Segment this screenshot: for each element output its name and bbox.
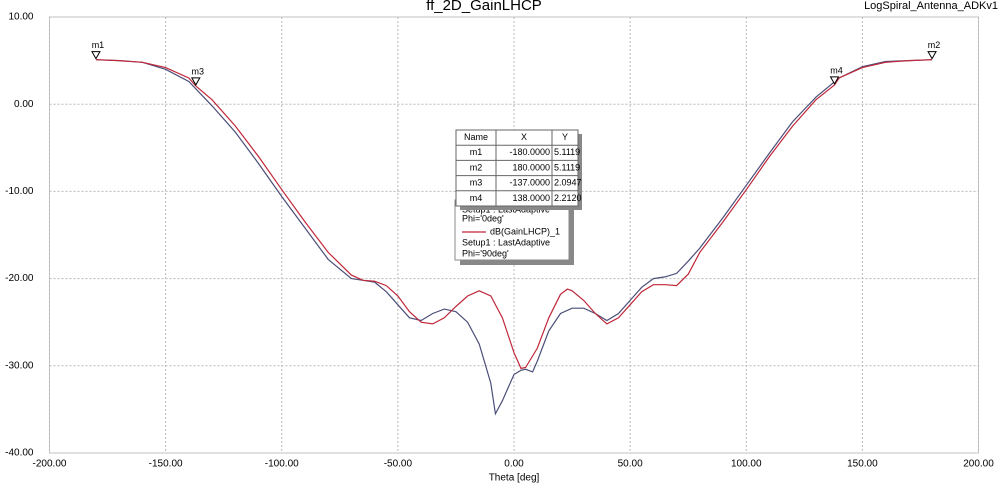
table-header: X (521, 132, 527, 142)
marker (91, 51, 101, 60)
table-cell: 5.1119 (554, 147, 580, 157)
y-tick-label: -10.00 (5, 186, 34, 197)
table-cell: m4 (470, 193, 483, 203)
y-tick-label: 0.00 (14, 99, 34, 110)
marker-label: m4 (830, 65, 843, 75)
table-cell: m2 (470, 162, 483, 172)
x-axis-label: Theta [deg] (489, 473, 540, 484)
marker (190, 77, 201, 86)
y-tick-label: -20.00 (5, 273, 34, 284)
legend-name: dB(GainLHCP)_1 (490, 226, 560, 236)
marker-label: m2 (928, 40, 941, 50)
design-name: LogSpiral_Antenna_ADKv1 (864, 0, 998, 12)
table-cell: -137.0000 (509, 178, 550, 188)
table-cell: 138.0000 (512, 193, 550, 203)
table-cell: m1 (470, 147, 483, 157)
table-cell: 2.2120 (554, 193, 582, 203)
marker-label: m3 (192, 66, 205, 76)
x-tick-label: 0.00 (504, 459, 524, 470)
marker-label: m1 (92, 40, 105, 50)
legend-phi: Phi='0deg' (462, 213, 504, 223)
table-cell: -180.0000 (509, 147, 550, 157)
table-header: Y (562, 132, 568, 142)
table-cell: m3 (470, 178, 483, 188)
x-tick-label: -150.00 (149, 459, 183, 470)
marker-table: Name X Ym1 -180.0000 5.1119 m2 180.0000 5.1119 m… (455, 129, 582, 210)
series-line (95, 59, 933, 416)
series-line (95, 59, 933, 370)
marker (829, 76, 840, 85)
table-cell: 2.0947 (554, 178, 582, 188)
chart-title: ff_2D_GainLHCP (426, 0, 542, 14)
table-box (455, 129, 579, 207)
x-tick-label: -100.00 (265, 459, 299, 470)
table-header: Name (464, 132, 488, 142)
marker (927, 51, 937, 60)
table-cell: 5.1119 (554, 162, 580, 172)
y-tick-label: -30.00 (5, 360, 34, 371)
y-tick-label: 10.00 (8, 12, 33, 23)
x-tick-label: 100.00 (731, 459, 762, 470)
x-tick-label: -200.00 (33, 459, 67, 470)
table-cell: 180.0000 (512, 162, 550, 172)
legend-setup: Setup1 : LastAdaptive (462, 237, 550, 247)
legend-phi: Phi='90deg' (462, 248, 509, 258)
y-tick-label: -40.00 (5, 448, 34, 459)
x-tick-label: 150.00 (847, 459, 878, 470)
x-tick-label: 200.00 (963, 459, 994, 470)
x-tick-label: 50.00 (618, 459, 643, 470)
x-tick-label: -50.00 (384, 459, 413, 470)
